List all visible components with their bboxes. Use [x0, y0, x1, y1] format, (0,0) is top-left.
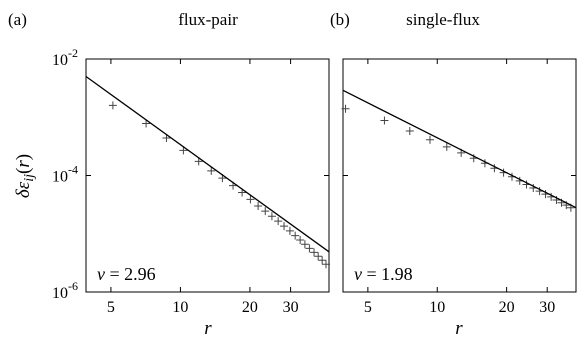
- plot-frame-b: [342, 58, 577, 293]
- fit-line: [85, 76, 330, 253]
- data-point: [405, 127, 414, 136]
- data-point: [142, 119, 151, 128]
- data-point: [442, 142, 451, 151]
- data-point: [291, 231, 300, 240]
- nu-annotation-a: ν = 2.96: [97, 264, 156, 284]
- x-axis-label-b: r: [455, 318, 463, 339]
- data-point: [267, 212, 276, 221]
- data-point: [108, 101, 117, 110]
- data-point: [246, 195, 255, 204]
- data-point: [314, 252, 323, 261]
- data-point: [305, 244, 314, 253]
- data-point: [310, 248, 319, 257]
- fit-line: [342, 89, 577, 209]
- y-axis-label: δεij(r): [13, 154, 37, 198]
- x-tick-label: 30: [283, 299, 299, 316]
- y-tick-label: 10-4: [52, 163, 78, 186]
- x-tick-label: 20: [499, 299, 515, 316]
- data-point: [380, 116, 389, 125]
- x-tick-label: 5: [364, 299, 372, 316]
- panel-label-b: (b): [330, 10, 350, 29]
- data-point: [321, 260, 330, 269]
- plot-frame-a: [85, 58, 330, 293]
- y-tick-label: 10-2: [52, 46, 78, 69]
- data-point: [261, 207, 270, 216]
- panel-single-flux: (b) single-flux 5 10 20 30 r ν = 1.98: [330, 10, 577, 339]
- x-tick-label: 30: [539, 299, 555, 316]
- chart-title-a: flux-pair: [178, 10, 238, 29]
- data-point: [296, 236, 305, 245]
- data-point: [341, 104, 350, 113]
- data-point: [280, 222, 289, 231]
- panel-label-a: (a): [8, 10, 27, 29]
- x-tick-label: 5: [107, 299, 115, 316]
- data-point: [318, 256, 327, 265]
- x-tick-label: 10: [172, 299, 188, 316]
- data-point: [300, 240, 309, 249]
- chart-title-b: single-flux: [406, 10, 480, 29]
- data-point: [274, 217, 283, 226]
- nu-annotation-b: ν = 1.98: [354, 264, 413, 284]
- y-tick-label: 10-6: [52, 279, 78, 302]
- data-point: [254, 201, 263, 210]
- data-point: [179, 146, 188, 155]
- data-point: [194, 157, 203, 166]
- data-point: [425, 135, 434, 144]
- panel-flux-pair: (a) flux-pair 5 10 20 30 10-6 10-4 10-2 r δεij…: [8, 10, 330, 339]
- x-axis-label-a: r: [204, 318, 212, 339]
- x-tick-label: 20: [242, 299, 258, 316]
- x-tick-label: 10: [429, 299, 445, 316]
- data-point: [207, 166, 216, 175]
- data-point: [285, 226, 294, 235]
